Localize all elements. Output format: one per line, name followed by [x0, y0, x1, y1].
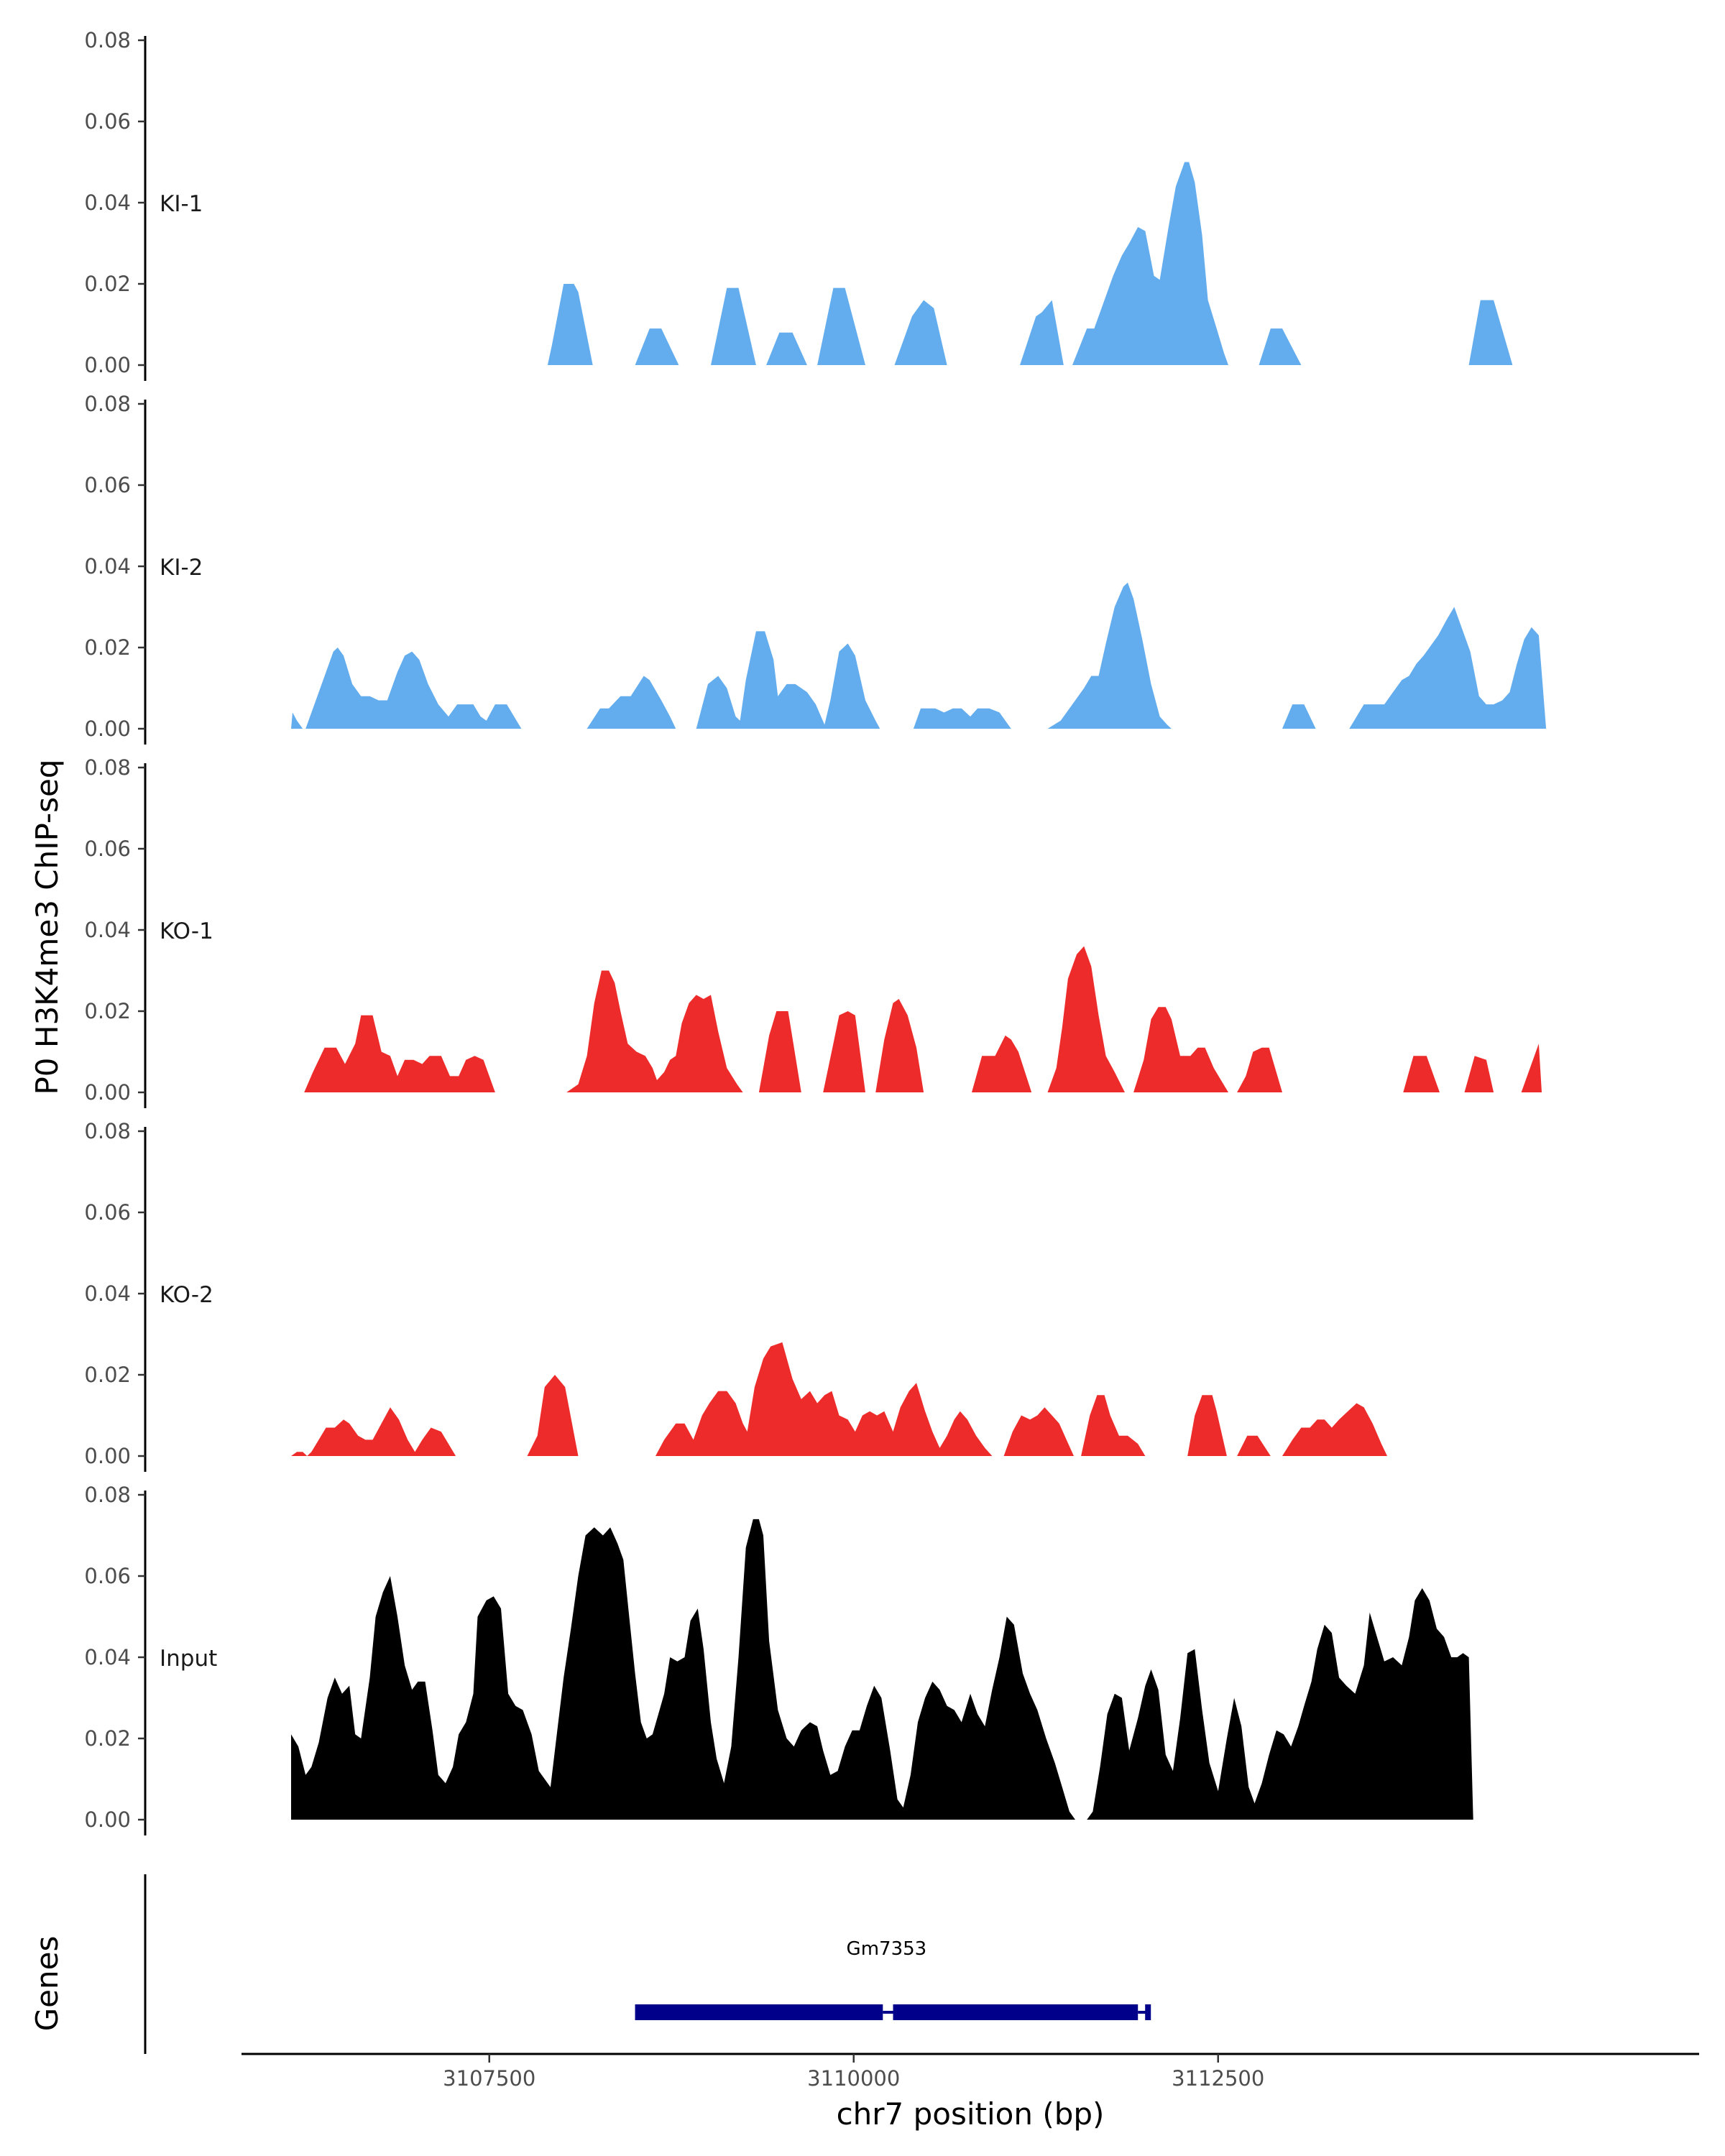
y-tick-label: 0.02: [84, 272, 131, 296]
gene-name-label: Gm7353: [847, 1938, 927, 1960]
y-tick-label: 0.00: [84, 1080, 131, 1105]
y-tick-label: 0.00: [84, 353, 131, 377]
track-ko-1: 0.00 0.02 0.04 0.06 0.08 KO-1: [84, 755, 1542, 1108]
x-tick-label: 3107500: [443, 2066, 535, 2091]
y-tick-label: 0.08: [84, 392, 131, 416]
y-tick-label: 0.04: [84, 1281, 131, 1306]
track-ki-1: 0.00 0.02 0.04 0.06 0.08 KI-1: [84, 28, 1513, 381]
y-tick-label: 0.06: [84, 1200, 131, 1225]
y-tick-label: 0.00: [84, 717, 131, 741]
y-tick-label: 0.04: [84, 190, 131, 215]
y-tick-label: 0.02: [84, 999, 131, 1023]
track-area-ko-1: [304, 946, 1542, 1092]
y-tick-label: 0.08: [84, 1483, 131, 1507]
track-label-ki-2: KI-2: [160, 555, 203, 581]
track-input: 0.00 0.02 0.04 0.06 0.08 Input: [84, 1483, 1473, 1835]
gene-panel: Gm7353: [144, 1874, 1151, 2054]
track-label-ko-1: KO-1: [160, 918, 213, 944]
y-axis-title: P0 H3K4me3 ChIP-seq: [29, 759, 65, 1095]
track-ki-2: 0.00 0.02 0.04 0.06 0.08 KI-2: [84, 392, 1547, 745]
track-area-input: [291, 1519, 1473, 1820]
track-ko-2: 0.00 0.02 0.04 0.06 0.08 KO-2: [84, 1119, 1387, 1472]
track-label-ki-1: KI-1: [160, 191, 203, 217]
track-label-input: Input: [160, 1646, 217, 1672]
gene-end-cap: [1145, 2004, 1151, 2020]
x-tick-label: 3110000: [807, 2066, 900, 2091]
y-tick-label: 0.06: [84, 1564, 131, 1588]
x-axis-title: chr7 position (bp): [837, 2096, 1105, 2132]
y-tick-label: 0.02: [84, 1363, 131, 1387]
y-tick-label: 0.08: [84, 755, 131, 780]
y-tick-label: 0.08: [84, 28, 131, 52]
genes-axis-title: Genes: [29, 1936, 65, 2032]
track-area-ki-1: [547, 162, 1513, 365]
y-tick-label: 0.04: [84, 1645, 131, 1669]
y-tick-label: 0.00: [84, 1807, 131, 1832]
y-tick-label: 0.00: [84, 1444, 131, 1468]
y-tick-label: 0.04: [84, 918, 131, 942]
y-tick-label: 0.06: [84, 837, 131, 861]
y-tick-label: 0.06: [84, 473, 131, 497]
y-tick-label: 0.02: [84, 1726, 131, 1751]
y-tick-label: 0.08: [84, 1119, 131, 1143]
track-area-ki-2: [291, 582, 1547, 729]
track-area-ko-2: [291, 1342, 1387, 1456]
gene-exon-2: [893, 2004, 1138, 2020]
y-tick-label: 0.06: [84, 109, 131, 134]
x-axis: 3107500 3110000 3112500: [242, 2053, 1699, 2091]
y-tick-label: 0.02: [84, 635, 131, 660]
y-tick-label: 0.04: [84, 554, 131, 579]
x-tick-label: 3112500: [1172, 2066, 1264, 2091]
gene-exon-1: [635, 2004, 883, 2020]
tracks-layer: 0.00 0.02 0.04 0.06 0.08 KI-1 0.00 0.02 0.04 0.06…: [84, 28, 1547, 1835]
track-label-ko-2: KO-2: [160, 1282, 213, 1308]
